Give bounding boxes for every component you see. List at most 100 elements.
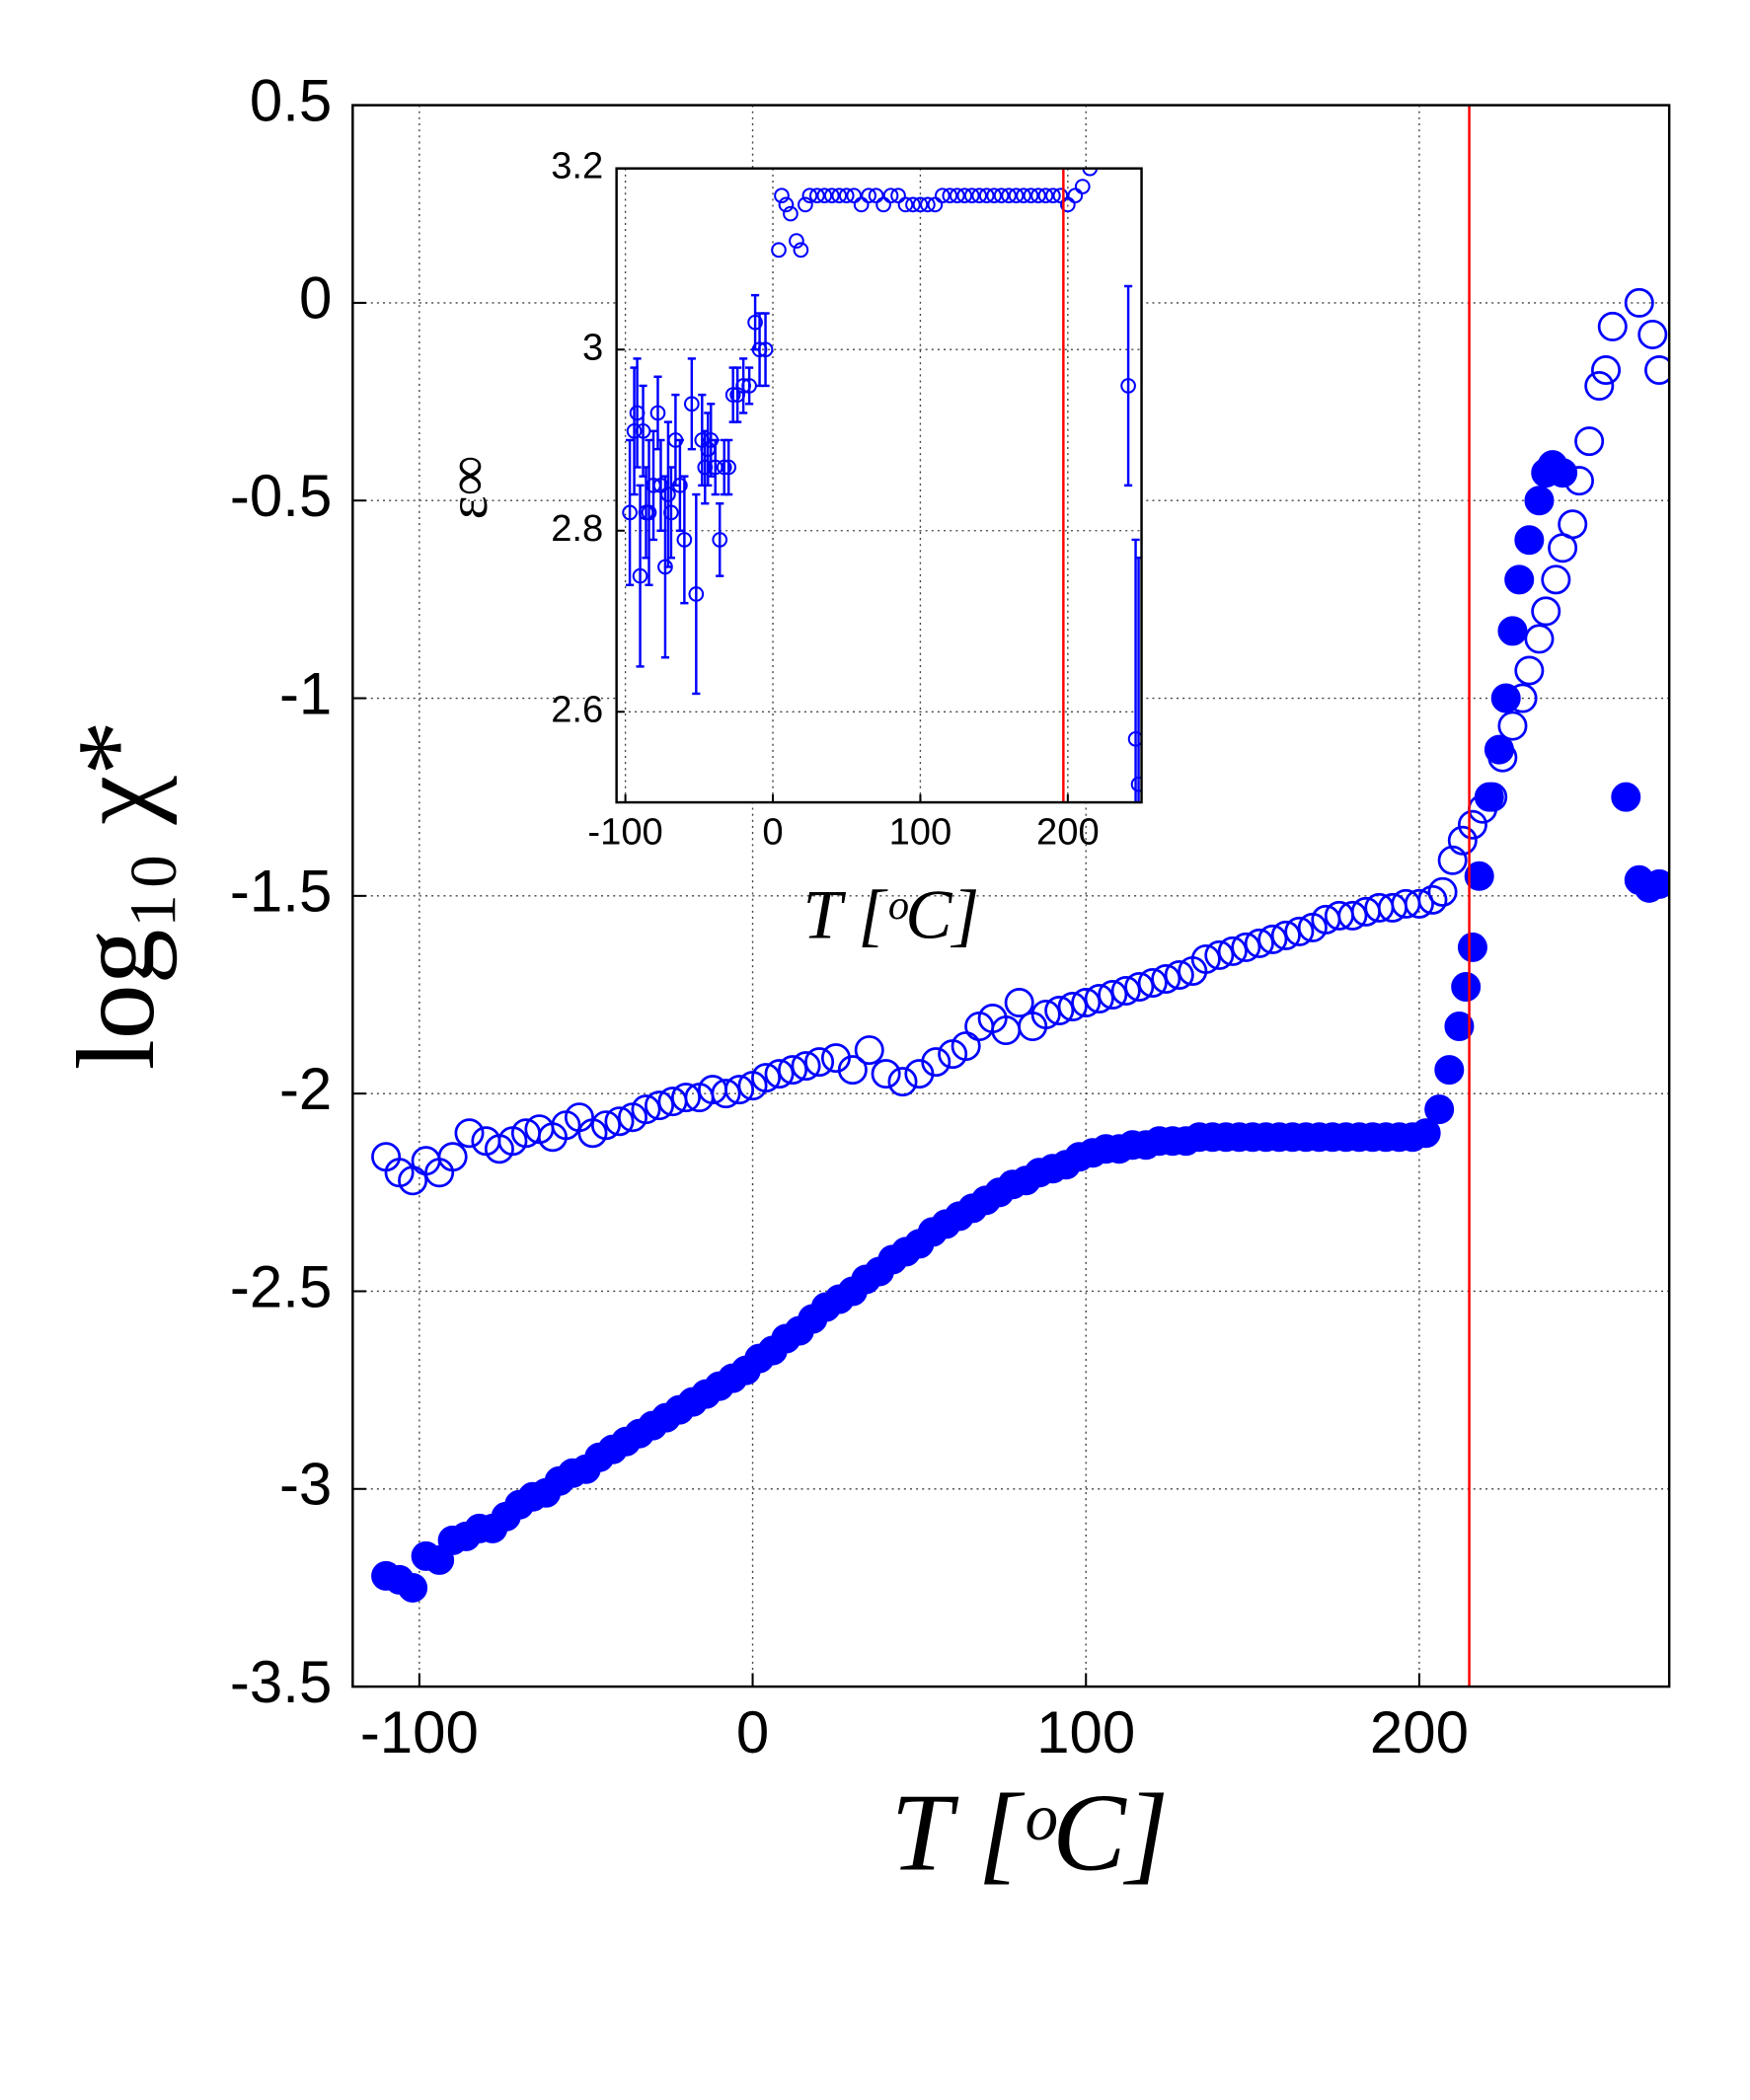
y-tick-label: -3 [279, 1452, 332, 1518]
point [801, 188, 818, 204]
y-tick-label: -3.5 [230, 1649, 332, 1715]
x-tick-label: 100 [889, 811, 952, 854]
point [1037, 188, 1054, 204]
error-bar [1124, 284, 1133, 488]
point [978, 188, 995, 204]
point [1084, 984, 1114, 1014]
point [398, 1572, 428, 1603]
point [1270, 920, 1301, 950]
point [1204, 939, 1235, 970]
point [724, 387, 741, 403]
point [986, 188, 1002, 204]
y-tick-label: 0.5 [250, 67, 332, 133]
markers [371, 287, 1670, 1603]
point [751, 1063, 782, 1093]
point [854, 1035, 884, 1066]
point [1044, 996, 1075, 1026]
point [632, 567, 648, 584]
point [956, 188, 973, 204]
point [1151, 963, 1181, 994]
point [1531, 596, 1561, 627]
point [688, 586, 705, 602]
error-bar [633, 357, 642, 469]
point [971, 188, 988, 204]
point [934, 188, 951, 204]
point [1082, 168, 1099, 177]
point [1427, 876, 1458, 907]
point [1124, 971, 1155, 1002]
x-tick-label: 200 [1036, 811, 1100, 854]
point [1057, 992, 1088, 1022]
point [1030, 1000, 1061, 1030]
point [1574, 426, 1605, 457]
error-bar [1131, 538, 1140, 803]
point [1127, 730, 1142, 747]
error-bar [716, 501, 724, 577]
point [1045, 188, 1061, 204]
y-axis-label: ε∞ [437, 455, 499, 519]
error-bar [692, 492, 701, 696]
point [1337, 900, 1368, 931]
point [791, 1051, 821, 1082]
point [778, 1055, 808, 1086]
point [1644, 868, 1670, 899]
error-bar [711, 438, 720, 496]
point [1497, 616, 1528, 646]
point [454, 1118, 485, 1149]
point [1098, 979, 1128, 1010]
point [1244, 928, 1274, 958]
point [798, 196, 813, 213]
point [1004, 988, 1034, 1018]
point [1074, 179, 1091, 194]
x-tick-label: -100 [360, 1699, 479, 1765]
point [1217, 936, 1248, 966]
point [920, 196, 936, 213]
point [604, 1106, 635, 1137]
x-tick-label: -100 [587, 811, 662, 854]
y-tick-label: -0.5 [230, 463, 332, 529]
point [631, 1094, 661, 1125]
error-bar [675, 438, 684, 532]
point [912, 196, 929, 213]
point [1644, 355, 1670, 386]
y-tick-label: -1.5 [230, 859, 332, 925]
x-tick-label: 200 [1370, 1699, 1469, 1765]
point [671, 1083, 702, 1113]
point [1030, 188, 1046, 204]
x-axis-label: T [ᵒC] [803, 877, 980, 954]
x-axis-label: T [ᵒC] [890, 1771, 1169, 1894]
point [1541, 564, 1571, 595]
error-bar [745, 366, 754, 406]
point [789, 233, 804, 249]
error-bar [680, 475, 689, 605]
point [1524, 486, 1555, 516]
point [1447, 825, 1478, 856]
point [942, 188, 958, 204]
error-bar [656, 438, 665, 532]
point [905, 196, 921, 213]
point [871, 1059, 901, 1089]
point [771, 242, 787, 259]
x-tick-label: 0 [762, 811, 783, 854]
point [1437, 845, 1468, 875]
point [1071, 988, 1102, 1018]
point [774, 188, 790, 204]
point [622, 504, 638, 521]
point [1110, 975, 1141, 1006]
y-tick-label: 0 [299, 265, 332, 332]
y-tick-label: -2 [279, 1056, 332, 1122]
point [1444, 1012, 1475, 1042]
point [882, 188, 899, 204]
error-bar [724, 438, 733, 496]
point [1404, 888, 1434, 919]
point [676, 532, 693, 548]
point [1591, 354, 1622, 386]
point [1637, 319, 1668, 349]
y-tick-label: 3.2 [551, 145, 603, 188]
error-bar [707, 403, 716, 478]
point [1120, 378, 1136, 394]
error-bar [663, 420, 673, 568]
point [590, 1110, 621, 1141]
